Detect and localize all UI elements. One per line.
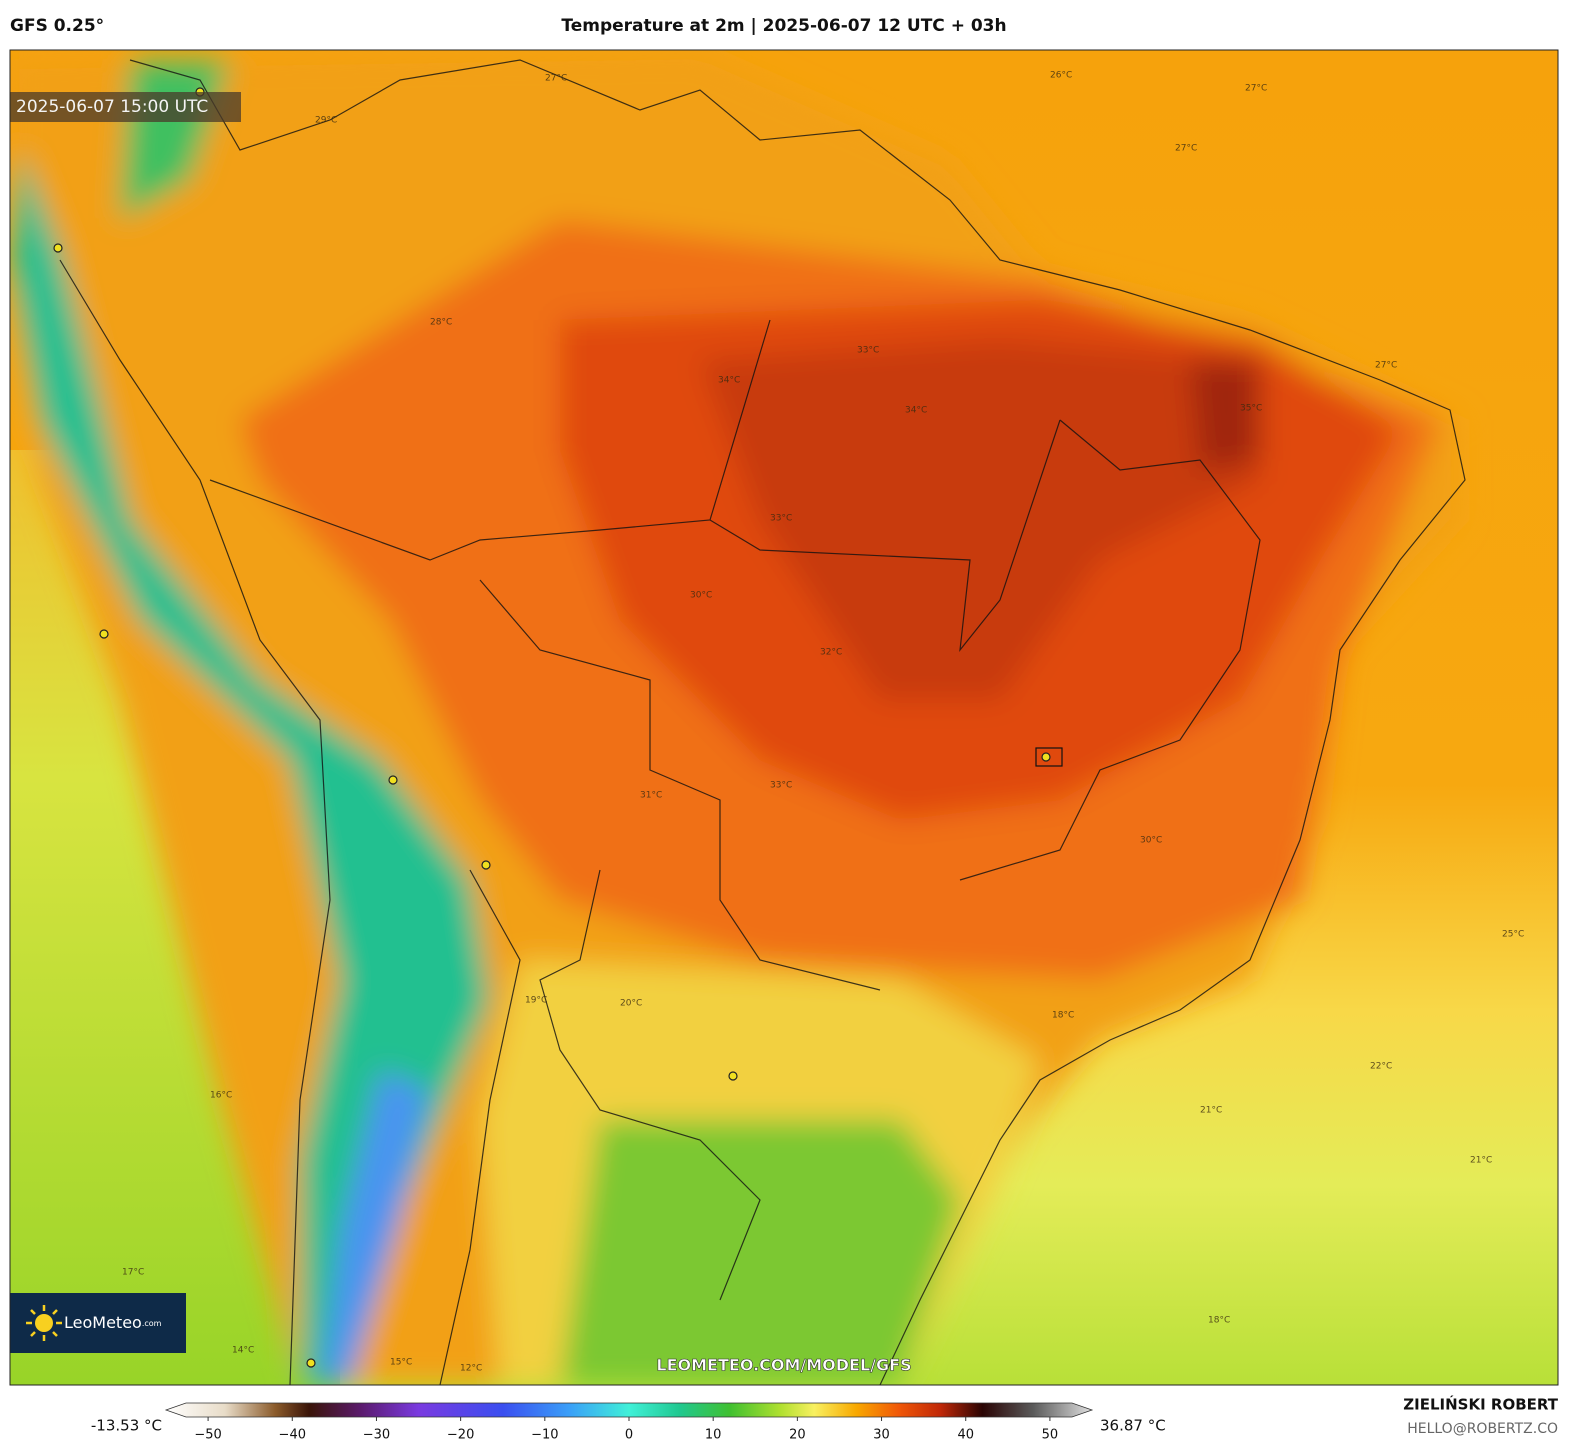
contour-label: 14°C bbox=[232, 1346, 254, 1356]
colorbar: −50 −40 −30 −20 −10 0 10 20 30 40 50 bbox=[164, 1402, 1094, 1443]
colorbar-max: 36.87 °C bbox=[1100, 1417, 1166, 1435]
logo-sun bbox=[26, 1305, 62, 1341]
contour-label: 25°C bbox=[1502, 930, 1524, 940]
federal-district bbox=[1035, 747, 1063, 767]
contour-label: 33°C bbox=[857, 346, 879, 356]
contour-label: 30°C bbox=[690, 591, 712, 601]
email: HELLO@ROBERTZ.CO bbox=[1407, 1421, 1558, 1437]
contour-label: 27°C bbox=[1375, 361, 1397, 371]
contour-label: 35°C bbox=[1240, 404, 1262, 414]
colorbar-tick-label: −20 bbox=[447, 1428, 474, 1443]
contour-label: 19°C bbox=[525, 996, 547, 1006]
colorbar-tick-label: 10 bbox=[705, 1428, 722, 1443]
map-frame bbox=[9, 49, 1559, 1386]
contour-label: 31°C bbox=[640, 791, 662, 801]
colorbar-tick-label: −30 bbox=[363, 1428, 390, 1443]
colorbar-tick-label: −40 bbox=[279, 1428, 306, 1443]
contour-label: 34°C bbox=[718, 376, 740, 386]
contour-label: 33°C bbox=[770, 514, 792, 524]
contour-label: 16°C bbox=[210, 1091, 232, 1101]
temperature-field bbox=[10, 50, 1460, 1385]
colorbar-tick-label: −50 bbox=[194, 1428, 221, 1443]
colorbar-tick-label: 30 bbox=[873, 1428, 890, 1443]
contour-label: 20°C bbox=[620, 999, 642, 1009]
logo-suffix: .com bbox=[142, 1319, 162, 1328]
contour-label: 22°C bbox=[1370, 1062, 1392, 1072]
contour-label: 12°C bbox=[460, 1364, 482, 1374]
contour-label: 30°C bbox=[1140, 836, 1162, 846]
contour-label: 21°C bbox=[1200, 1106, 1222, 1116]
contour-label: 29°C bbox=[315, 116, 337, 126]
contour-label: 27°C bbox=[1175, 144, 1197, 154]
map-title: Temperature at 2m | 2025-06-07 12 UTC + … bbox=[561, 16, 1006, 36]
colorbar-tick-label: 50 bbox=[1042, 1428, 1059, 1443]
colorbar-tick-label: 20 bbox=[789, 1428, 806, 1443]
author: ZIELIŃSKI ROBERT bbox=[1403, 1395, 1558, 1414]
contour-label: 18°C bbox=[1052, 1011, 1074, 1021]
contour-label: 15°C bbox=[390, 1358, 412, 1368]
logo-text: LeoMeteo.com bbox=[64, 1313, 162, 1332]
contour-label: 27°C bbox=[1245, 84, 1267, 94]
colorbar-min: -13.53 °C bbox=[91, 1417, 162, 1435]
borders bbox=[59, 59, 1466, 1385]
contour-label: 33°C bbox=[770, 781, 792, 791]
contour-label: 27°C bbox=[545, 74, 567, 84]
contour-label: 32°C bbox=[820, 648, 842, 658]
contour-label: 17°C bbox=[122, 1268, 144, 1278]
contour-label: 21°C bbox=[1470, 1156, 1492, 1166]
colorbar-bar bbox=[164, 1402, 1094, 1418]
contour-label: 26°C bbox=[1050, 71, 1072, 81]
colorbar-tick-label: 40 bbox=[957, 1428, 974, 1443]
colorbar-tick-label: 0 bbox=[625, 1428, 633, 1443]
watermark: LEOMETEO.COM/MODEL/GFS bbox=[656, 1356, 911, 1375]
timestamp-box bbox=[10, 92, 241, 122]
timestamp: 2025-06-07 15:00 UTC bbox=[16, 97, 208, 117]
colorbar-tick-label: −10 bbox=[531, 1428, 558, 1443]
contour-label: 18°C bbox=[1208, 1316, 1230, 1326]
logo-name: LeoMeteo bbox=[64, 1313, 142, 1332]
map: 27°C 26°C 27°C 27°C 29°C 28°C 34°C 33°C … bbox=[10, 50, 1558, 1385]
model-name: GFS 0.25° bbox=[10, 16, 104, 36]
contour-label: 28°C bbox=[430, 318, 452, 328]
contour-label: 34°C bbox=[905, 406, 927, 416]
